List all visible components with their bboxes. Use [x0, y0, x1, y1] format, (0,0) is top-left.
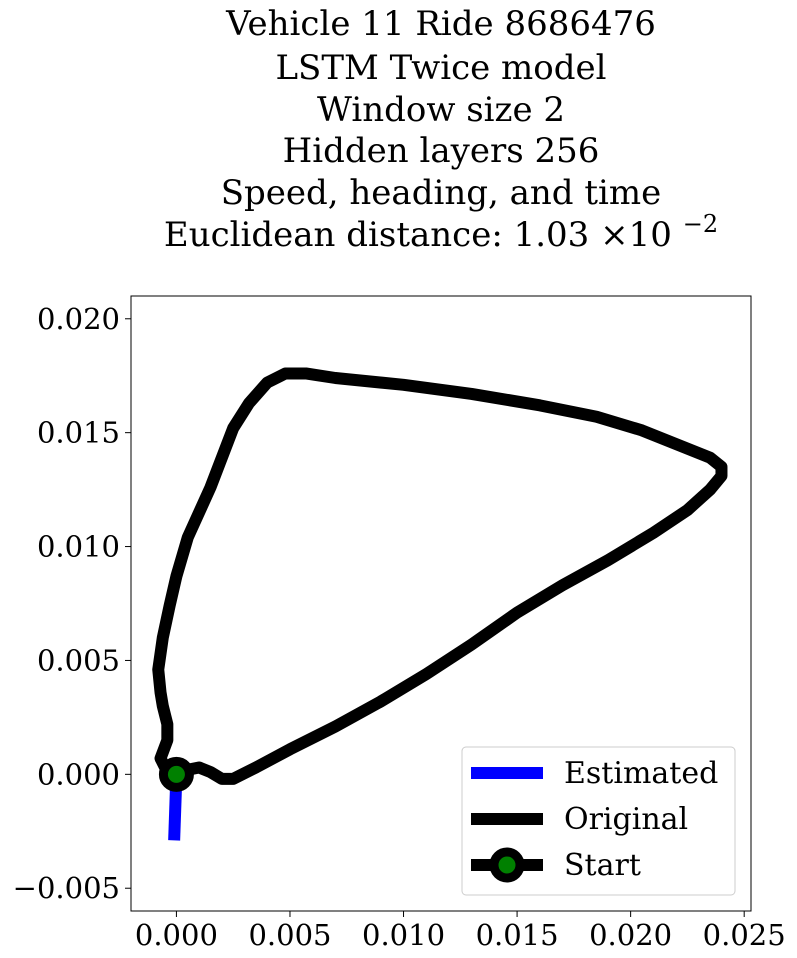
y-tick-label: −0.005: [13, 871, 120, 905]
legend-marker-start: [489, 847, 525, 883]
plot-frame: [130, 295, 752, 912]
x-tick-label: 0.010: [362, 918, 445, 952]
y-tick-label: 0.010: [37, 530, 120, 564]
y-tick-label: 0.015: [37, 416, 120, 450]
title-line-3: Window size 2: [317, 90, 565, 130]
x-tick-label: 0.025: [703, 918, 786, 952]
y-tick-label: 0.020: [37, 302, 120, 336]
original-line: [152, 367, 728, 785]
legend-label-start: Start: [564, 848, 641, 883]
y-tick-label: 0.000: [37, 757, 120, 791]
chart-title: Vehicle 11 Ride 8686476 LSTM Twice model…: [164, 4, 718, 255]
title-times-sign: ×10: [600, 215, 672, 255]
title-exponent: −2: [683, 210, 718, 238]
legend-label-original: Original: [564, 802, 688, 837]
y-tick-label: 0.005: [37, 643, 120, 677]
plot-area: [152, 367, 728, 841]
legend-box: [461, 746, 736, 896]
title-line-4: Hidden layers 256: [283, 131, 600, 171]
x-tick-label: 0.000: [135, 918, 218, 952]
legend: Estimated Original Start: [461, 746, 736, 896]
title-line-2: LSTM Twice model: [275, 48, 606, 88]
title-distance-prefix: Euclidean distance: 1.03: [164, 215, 589, 255]
title-line-6: Euclidean distance: 1.03 ×10 −2: [164, 210, 718, 255]
legend-label-estimated: Estimated: [564, 756, 718, 791]
start-marker: [158, 756, 194, 792]
x-tick-label: 0.005: [248, 918, 331, 952]
title-line-1: Vehicle 11 Ride 8686476: [225, 4, 656, 44]
x-tick-label: 0.020: [589, 918, 672, 952]
x-tick-label: 0.015: [476, 918, 559, 952]
title-line-5: Speed, heading, and time: [221, 173, 662, 213]
